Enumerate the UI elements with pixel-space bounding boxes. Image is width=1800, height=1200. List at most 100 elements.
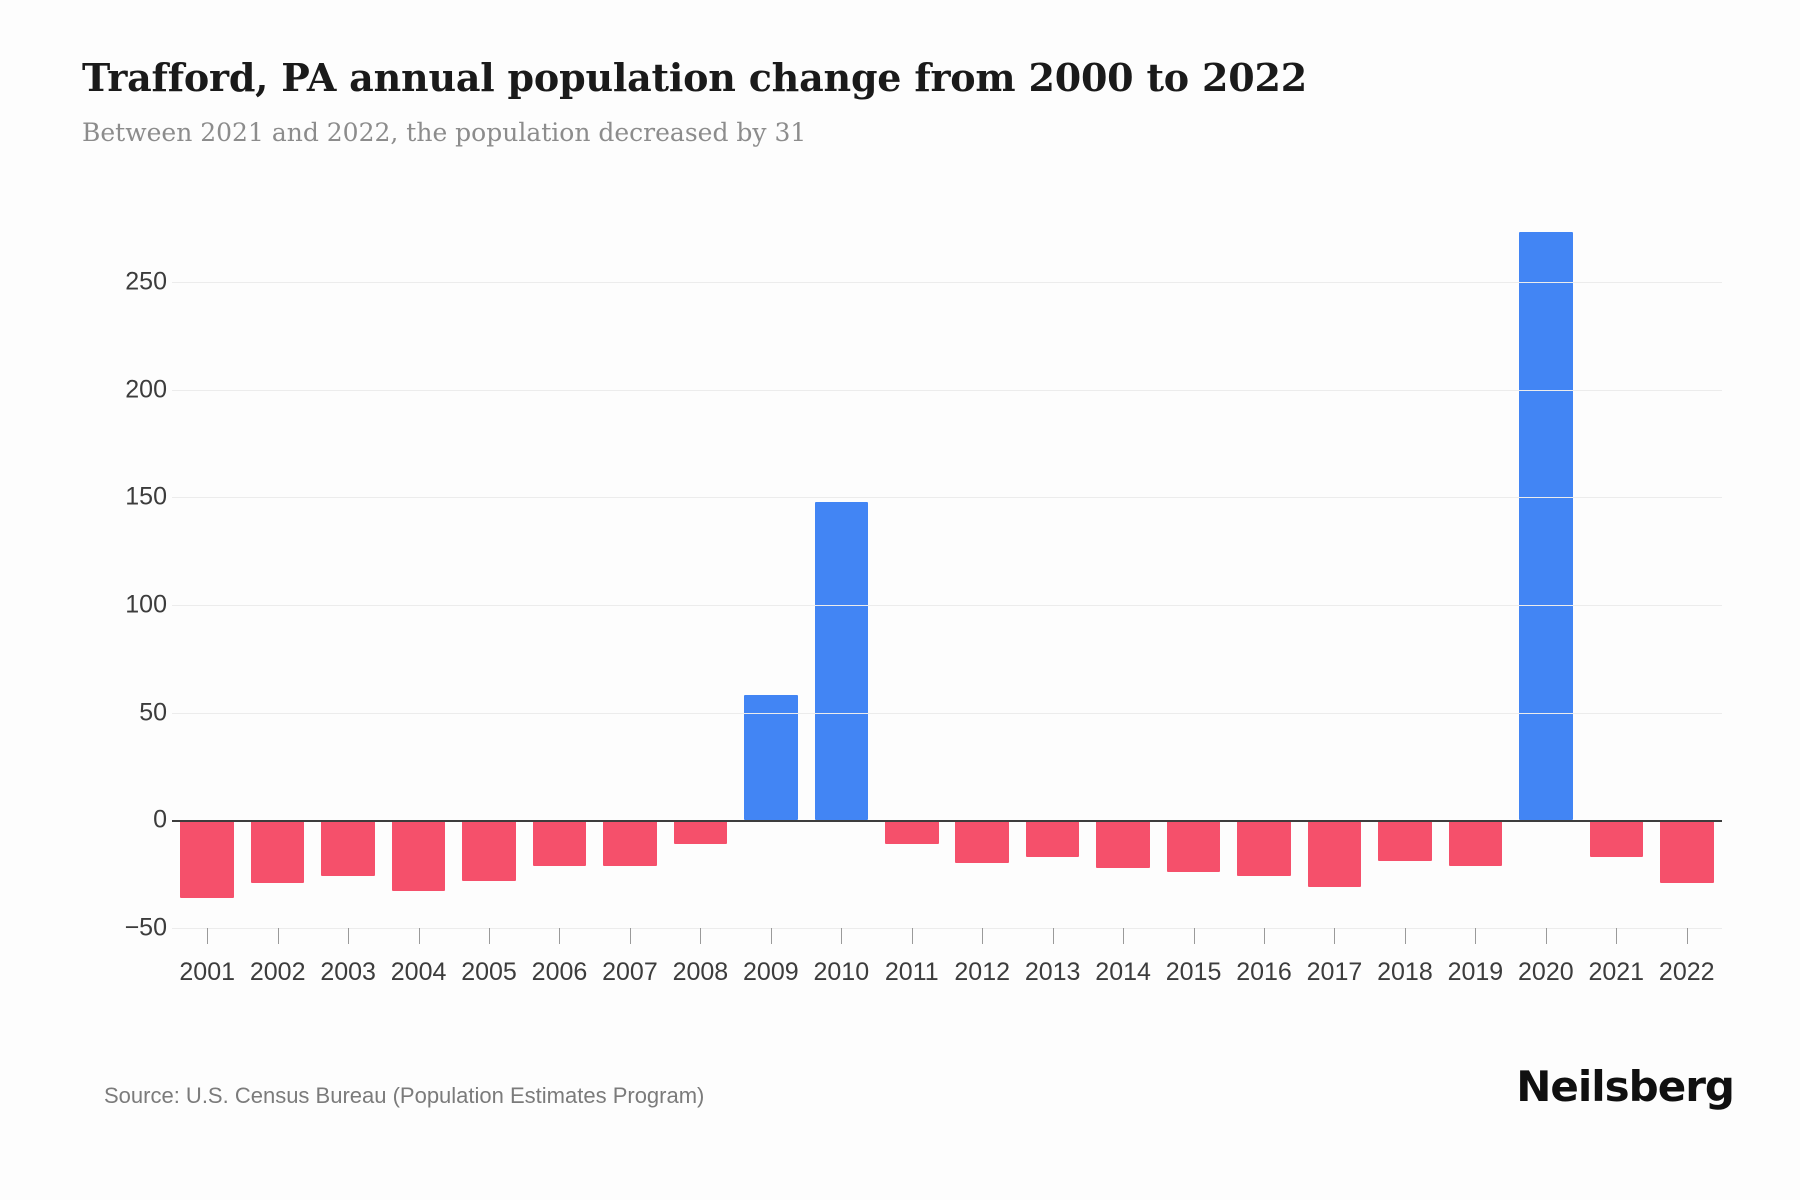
bar-2017[interactable] xyxy=(1307,820,1362,888)
x-tick: 2006 xyxy=(524,928,594,987)
x-tick-mark xyxy=(629,928,631,944)
x-tick-label: 2015 xyxy=(1165,958,1222,986)
x-tick: 2002 xyxy=(242,928,312,987)
bar-slot xyxy=(383,228,453,928)
x-tick-label: 2017 xyxy=(1306,958,1363,986)
bar-slot xyxy=(1017,228,1087,928)
x-tick-mark xyxy=(489,928,491,944)
x-tick-mark xyxy=(1264,928,1266,944)
y-tick-label: 0 xyxy=(153,805,167,834)
x-tick-mark xyxy=(1686,928,1688,944)
bar-slot xyxy=(1229,228,1299,928)
y-tick-label: 100 xyxy=(125,590,167,619)
bar-2013[interactable] xyxy=(1025,820,1080,857)
y-tick-label: 250 xyxy=(125,267,167,296)
bar-slot xyxy=(947,228,1017,928)
bar-slot xyxy=(1440,228,1510,928)
bar-2003[interactable] xyxy=(321,820,375,877)
bar-2019[interactable] xyxy=(1448,820,1503,866)
bar-slot xyxy=(736,228,806,928)
brand-logo: Neilsberg xyxy=(1516,1062,1735,1111)
bar-slot xyxy=(1511,228,1581,928)
bar-slot xyxy=(172,228,242,928)
x-tick-mark xyxy=(1193,928,1195,944)
x-tick: 2005 xyxy=(454,928,524,987)
x-tick-label: 2007 xyxy=(602,958,658,986)
x-tick-mark xyxy=(911,928,913,944)
bar-2007[interactable] xyxy=(603,820,657,866)
x-tick: 2022 xyxy=(1652,928,1722,987)
page-title: Trafford, PA annual population change fr… xyxy=(82,55,1307,100)
plot-area: −50 0 50 100 150 200 250 xyxy=(82,228,1722,942)
bar-2006[interactable] xyxy=(532,820,587,866)
x-tick-mark xyxy=(1616,928,1618,944)
source-note: Source: U.S. Census Bureau (Population E… xyxy=(104,1083,705,1108)
x-tick-mark xyxy=(1545,928,1547,944)
bar-slot xyxy=(806,228,876,928)
bar-slot xyxy=(665,228,735,928)
zero-baseline xyxy=(172,820,1722,823)
bar-2016[interactable] xyxy=(1237,820,1291,877)
chart-subtitle: Between 2021 and 2022, the population de… xyxy=(82,118,807,147)
gridline xyxy=(172,604,1722,606)
bar-2001[interactable] xyxy=(180,820,234,898)
x-tick-mark xyxy=(982,928,984,944)
x-tick-label: 2008 xyxy=(672,958,729,986)
y-tick-label: 50 xyxy=(139,698,167,727)
bar-2020[interactable] xyxy=(1519,232,1573,821)
bar-2005[interactable] xyxy=(462,820,516,881)
bar-2022[interactable] xyxy=(1659,820,1714,883)
x-tick: 2007 xyxy=(595,928,665,987)
bar-2015[interactable] xyxy=(1166,820,1221,872)
bar-slot xyxy=(1158,228,1228,928)
bar-2014[interactable] xyxy=(1096,820,1150,868)
x-tick-label: 2009 xyxy=(743,958,799,986)
x-tick-mark xyxy=(418,928,420,944)
gridline xyxy=(172,389,1722,391)
bar-slot xyxy=(877,228,947,928)
bar-2008[interactable] xyxy=(673,820,728,844)
x-tick-mark xyxy=(1404,928,1406,944)
y-tick-label: 150 xyxy=(125,482,167,511)
bar-2021[interactable] xyxy=(1589,820,1644,857)
x-tick-list: 2001 2002 2003 2004 2005 2006 2007 2008 2009 2010… xyxy=(172,928,1722,987)
x-tick: 2009 xyxy=(736,928,806,987)
x-tick-label: 2019 xyxy=(1447,958,1504,986)
x-tick-label: 2020 xyxy=(1518,958,1574,986)
x-tick-label: 2005 xyxy=(461,958,517,986)
x-tick-mark xyxy=(841,928,843,944)
x-tick-mark xyxy=(559,928,561,944)
x-tick: 2017 xyxy=(1299,928,1369,987)
bar-slot xyxy=(1299,228,1369,928)
bar-slot xyxy=(1652,228,1722,928)
bar-2002[interactable] xyxy=(250,820,305,883)
gridline xyxy=(172,497,1722,499)
x-tick: 2019 xyxy=(1440,928,1510,987)
x-tick: 2020 xyxy=(1511,928,1581,987)
x-tick-mark xyxy=(207,928,209,944)
x-tick-mark xyxy=(700,928,702,944)
bar-2010[interactable] xyxy=(814,501,869,821)
x-tick: 2010 xyxy=(806,928,876,987)
bar-2009[interactable] xyxy=(744,695,798,821)
bar-2018[interactable] xyxy=(1378,820,1432,862)
bar-series xyxy=(172,228,1722,928)
plot-canvas xyxy=(172,228,1722,929)
x-tick-mark xyxy=(1334,928,1336,944)
x-tick-label: 2016 xyxy=(1236,958,1292,986)
bar-2011[interactable] xyxy=(884,820,939,844)
x-tick: 2008 xyxy=(665,928,735,987)
x-tick: 2001 xyxy=(172,928,242,987)
y-tick-label: −50 xyxy=(124,913,167,942)
x-tick-label: 2018 xyxy=(1377,958,1433,986)
bar-2012[interactable] xyxy=(955,820,1009,864)
x-axis: 2001 2002 2003 2004 2005 2006 2007 2008 2009 2010… xyxy=(172,928,1722,998)
x-tick-label: 2021 xyxy=(1588,958,1645,986)
x-tick: 2012 xyxy=(947,928,1017,987)
bar-2004[interactable] xyxy=(391,820,446,892)
x-tick-mark xyxy=(1475,928,1477,944)
bar-slot xyxy=(1370,228,1440,928)
x-tick: 2014 xyxy=(1088,928,1158,987)
x-tick: 2011 xyxy=(877,928,947,987)
y-axis: −50 0 50 100 150 200 250 xyxy=(82,228,167,941)
